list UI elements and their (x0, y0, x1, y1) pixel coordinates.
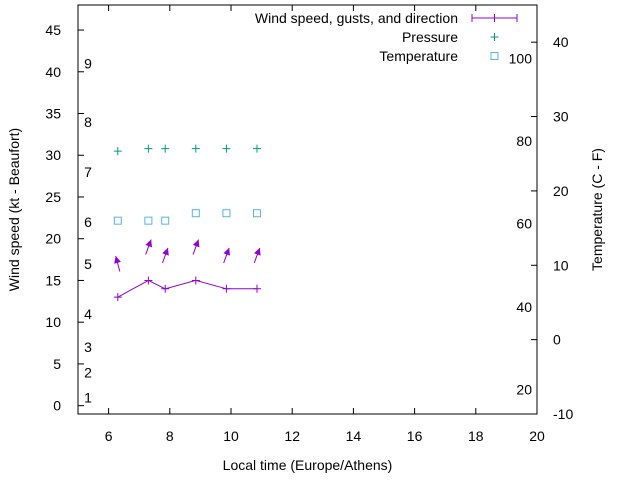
legend-label: Pressure (402, 29, 458, 45)
wind-speed-point (222, 284, 231, 293)
wind-speed-point (161, 284, 170, 293)
wind-speed-point (253, 284, 262, 293)
y-tick-label: 15 (45, 272, 61, 288)
y-tick-label: 35 (45, 106, 61, 122)
pressure-point (222, 144, 231, 153)
pressure-point (191, 144, 200, 153)
x-tick-label: 12 (284, 428, 300, 444)
beaufort-label: 3 (84, 339, 92, 355)
fahrenheit-label: 100 (509, 51, 533, 67)
gust-arrow-head (162, 247, 169, 256)
fahrenheit-label: 80 (516, 133, 532, 149)
y-tick-label: 20 (45, 231, 61, 247)
x-tick-label: 14 (346, 428, 362, 444)
y-tick-label: 10 (45, 314, 61, 330)
y-tick-label: 40 (45, 64, 61, 80)
y2-axis-label: Temperature (C - F) (589, 148, 605, 271)
x-tick-label: 10 (223, 428, 239, 444)
wind-speed-point (144, 276, 153, 285)
temperature-point (144, 216, 153, 225)
legend-temperature-swatch (490, 52, 499, 60)
y-axis-label: Wind speed (kt - Beaufort) (6, 128, 22, 291)
fahrenheit-label: 20 (516, 381, 532, 397)
x-tick-label: 18 (468, 428, 484, 444)
temperature-point (161, 216, 170, 225)
y-tick-label: 30 (45, 147, 61, 163)
x-axis-label: Local time (Europe/Athens) (223, 457, 393, 473)
legend-label: Wind speed, gusts, and direction (255, 10, 458, 26)
pressure-point (144, 144, 153, 153)
legend-pressure-swatch (490, 33, 499, 41)
gust-arrow-head (145, 239, 153, 248)
fahrenheit-label: 60 (516, 216, 532, 232)
x-tick-label: 6 (105, 428, 113, 444)
x-tick-label: 20 (529, 428, 545, 444)
temperature-point (253, 209, 262, 218)
wind-speed-point (191, 276, 200, 285)
y-tick-label: 45 (45, 22, 61, 38)
x-tick-label: 16 (407, 428, 423, 444)
y-tick-label: 0 (53, 398, 61, 414)
temperature-point (113, 216, 122, 225)
y2-tick-label: 40 (553, 34, 569, 50)
y2-tick-label: 10 (553, 257, 569, 273)
gust-arrow-head (223, 247, 231, 256)
gust-arrow-head (254, 247, 261, 256)
y2-tick-label: 0 (553, 332, 561, 348)
plot-frame (77, 4, 538, 415)
beaufort-label: 6 (84, 214, 92, 230)
wind-speed-point (113, 293, 122, 302)
temperature-point (222, 209, 231, 218)
legend-wind-point (490, 14, 499, 22)
beaufort-label: 7 (84, 164, 92, 180)
y2-tick-label: -10 (553, 406, 573, 422)
y-tick-label: 5 (53, 356, 61, 372)
fahrenheit-label: 40 (516, 299, 532, 315)
beaufort-label: 8 (84, 114, 92, 130)
y2-tick-label: 20 (553, 183, 569, 199)
legend-label: Temperature (379, 48, 458, 64)
x-tick-label: 8 (166, 428, 174, 444)
beaufort-label: 4 (84, 306, 92, 322)
pressure-point (113, 147, 122, 156)
beaufort-label: 2 (84, 364, 92, 380)
y-tick-label: 25 (45, 189, 61, 205)
gust-arrow-head (114, 256, 121, 264)
pressure-point (253, 144, 262, 153)
gust-arrow-head (192, 239, 200, 248)
beaufort-label: 9 (84, 55, 92, 71)
beaufort-label: 5 (84, 256, 92, 272)
wind-speed-line (117, 279, 258, 298)
temperature-point (191, 209, 200, 218)
y2-tick-label: 30 (553, 109, 569, 125)
pressure-point (161, 144, 170, 153)
beaufort-label: 1 (84, 389, 92, 405)
